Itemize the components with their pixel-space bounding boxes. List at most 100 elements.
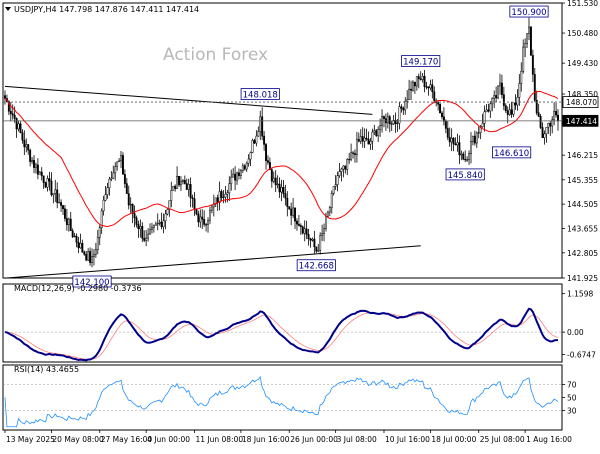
candle-body (141, 226, 144, 239)
candle-body (270, 169, 273, 182)
price-tag-label: 148.070 (566, 98, 597, 107)
candle-body (13, 114, 16, 119)
candle-body (462, 153, 465, 160)
annotation-label: 148.018 (243, 91, 278, 101)
candle-body (346, 159, 349, 170)
candle-body (280, 187, 283, 193)
candle-body (31, 159, 34, 162)
candle-body (431, 84, 434, 92)
candle-body (15, 118, 18, 130)
macd-title: MACD(12,26,9) -0.2980 -0.3736 (14, 284, 142, 293)
candle-body (92, 254, 95, 257)
candle-body (197, 213, 200, 223)
candle-body (267, 160, 269, 163)
candle-body (151, 227, 153, 230)
candle-body (386, 116, 389, 124)
candle-body (479, 126, 482, 133)
candle-body (419, 78, 422, 80)
candle-body (303, 228, 306, 234)
candle-body (464, 158, 467, 161)
price-axis-tick-label: 142.805 (567, 249, 598, 258)
candle-body (191, 197, 194, 200)
candle-body (199, 216, 202, 223)
candle-body (152, 225, 155, 228)
candle-body (390, 123, 393, 125)
candle-body (176, 175, 179, 189)
time-tick-label: 11 Jun 08:00 (195, 435, 243, 444)
candle-body (425, 86, 428, 88)
candle-body (131, 203, 134, 214)
candle-body (83, 251, 86, 255)
price-axis-tick-label: 143.655 (567, 224, 598, 233)
candle-body (158, 221, 161, 224)
price-tag-box (562, 96, 599, 108)
candle-body (481, 123, 484, 128)
candle-body (125, 183, 128, 194)
candle-body (471, 135, 474, 142)
annotation-box (72, 275, 112, 288)
candle-body (307, 234, 310, 240)
candle-body (48, 178, 51, 182)
price-axis-tick-label: 146.215 (567, 151, 598, 160)
candle-body (338, 171, 341, 176)
candle-body (557, 114, 559, 122)
candle-body (172, 185, 175, 191)
time-tick-label: 26 Jun 00:00 (290, 435, 338, 444)
candle-body (315, 246, 318, 252)
candle-body (96, 237, 99, 250)
candle-body (36, 164, 39, 175)
candle-body (487, 109, 490, 112)
candle-body (224, 193, 227, 198)
candle-body (69, 218, 72, 231)
candle-body (251, 140, 254, 153)
candle-body (123, 174, 126, 184)
candle-body (402, 107, 405, 111)
macd-axis-tick-label: 1.1598 (567, 290, 593, 299)
chart-menu-icon (5, 7, 11, 11)
candle-body (33, 159, 35, 168)
candle-body (296, 220, 298, 225)
macd-axis-tick-label: -0.6747 (567, 351, 596, 360)
macd-signal-line (4, 312, 559, 360)
candle-body (25, 144, 28, 148)
candle-body (361, 136, 364, 142)
candle-body (396, 122, 399, 124)
candle-body (485, 109, 488, 113)
trendline-1 (4, 245, 421, 279)
candle-body (354, 153, 356, 155)
candle-body (62, 205, 64, 209)
candle-body (297, 223, 300, 226)
candle-body (439, 104, 442, 114)
candle-body (278, 183, 281, 193)
candle-body (528, 26, 530, 34)
candle-body (234, 173, 237, 181)
annotation-box (296, 259, 336, 272)
candle-body (512, 102, 515, 115)
candle-body (367, 138, 370, 145)
annotation-label: 149.170 (403, 58, 438, 68)
candle-body (441, 112, 443, 118)
candle-body (531, 55, 534, 75)
panel-frame-main (2, 2, 563, 279)
price-axis-tick-label: 144.505 (567, 200, 598, 209)
candle-body (114, 166, 117, 174)
price-axis-tick-label: 149.430 (567, 59, 598, 68)
price-tag-box (562, 114, 599, 127)
candle-body (60, 202, 63, 206)
candle-body (371, 131, 374, 142)
candle-body (261, 116, 264, 137)
candle-body (139, 226, 142, 230)
candle-body (207, 219, 209, 225)
candle-body (500, 82, 503, 95)
candle-body (226, 192, 229, 195)
candle-body (553, 111, 556, 121)
candle-body (205, 224, 208, 226)
annotation-box (445, 168, 485, 181)
candle-body (218, 191, 221, 203)
time-tick-label: 10 Jul 16:00 (385, 435, 430, 444)
candle-body (290, 208, 293, 216)
candle-body (394, 120, 397, 124)
candle-body (524, 43, 527, 48)
candle-body (110, 177, 113, 180)
